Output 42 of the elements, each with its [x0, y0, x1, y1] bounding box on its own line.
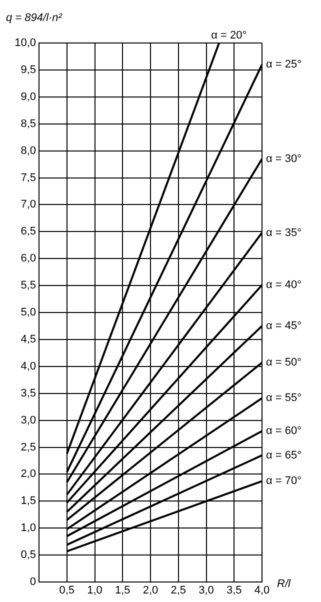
series-label: α = 35° [266, 226, 302, 239]
x-tick-label: 4,0 [254, 584, 270, 597]
y-tick-label: 5,5 [20, 280, 36, 292]
y-tick-label: 1,5 [20, 495, 36, 508]
y-tick-label: 0 [30, 576, 36, 588]
y-tick-label: 7,0 [20, 198, 36, 211]
series-label: α = 50° [266, 356, 302, 369]
y-tick-label: 9,5 [20, 64, 36, 76]
x-tick-label: 1,0 [87, 584, 102, 597]
y-axis-title: q = 894/l·n² [6, 12, 62, 24]
y-tick-label: 10,0 [14, 37, 36, 50]
series-label: α = 40° [266, 279, 302, 292]
series-label: α = 70° [266, 475, 302, 488]
series-label: α = 20° [211, 30, 247, 42]
y-tick-label: 8,5 [20, 118, 36, 130]
x-tick-label: 3,0 [198, 584, 214, 597]
y-tick-label: 6,0 [20, 252, 36, 265]
x-tick-label: 1,5 [114, 584, 130, 597]
x-tick-label: 2,5 [170, 584, 186, 597]
y-tick-label: 3,5 [20, 387, 36, 400]
y-tick-label: 0,5 [20, 549, 36, 562]
y-tick-label: 2,5 [20, 441, 36, 454]
y-tick-label: 5,0 [20, 306, 36, 319]
series-label: α = 30° [266, 152, 302, 165]
series-label: α = 25° [266, 58, 302, 71]
y-tick-label: 1,0 [20, 522, 36, 534]
series-label: α = 55° [266, 392, 302, 404]
y-tick-label: 4,5 [20, 333, 36, 346]
y-tick-label: 4,0 [20, 360, 36, 372]
x-tick-label: 0,5 [59, 584, 75, 597]
x-tick-label: 2,0 [142, 584, 158, 597]
y-tick-label: 9,0 [20, 90, 36, 103]
series-label: α = 45° [266, 320, 302, 332]
series-label: α = 60° [266, 425, 302, 438]
y-tick-label: 8,0 [20, 144, 36, 157]
y-tick-label: 7,5 [20, 172, 36, 184]
y-tick-label: 2,0 [20, 468, 36, 480]
x-axis-title: R/l [277, 578, 290, 590]
x-tick-label: 3,5 [226, 584, 242, 597]
series-label: α = 65° [266, 449, 302, 462]
y-tick-label: 6,5 [20, 226, 36, 238]
y-tick-label: 3,0 [20, 414, 36, 426]
